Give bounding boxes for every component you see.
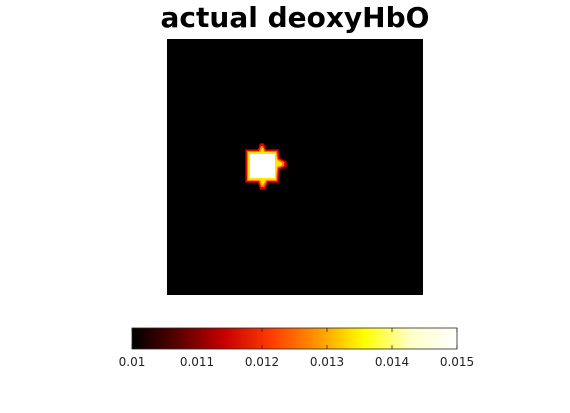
colorbar-ticks: 0.01 0.011 0.012 0.013 0.014 0.015	[119, 328, 474, 369]
colorbar-tick-label: 0.015	[440, 355, 474, 369]
colorbar-gradient	[132, 328, 457, 349]
colorbar: 0.01 0.011 0.012 0.013 0.014 0.015	[119, 327, 474, 369]
colorbar-tick-label: 0.014	[375, 355, 409, 369]
heatmap-blob	[245, 143, 287, 190]
colorbar-tick-label: 0.013	[310, 355, 344, 369]
blob-core	[250, 154, 275, 178]
heatmap-image	[167, 39, 423, 295]
colorbar-tick-label: 0.012	[245, 355, 279, 369]
colorbar-frame	[131, 327, 458, 350]
colorbar-tick-label: 0.011	[180, 355, 214, 369]
colorbar-tick-label: 0.01	[119, 355, 146, 369]
chart-title: actual deoxyHbO	[160, 1, 430, 34]
heatmap-background	[167, 39, 423, 295]
